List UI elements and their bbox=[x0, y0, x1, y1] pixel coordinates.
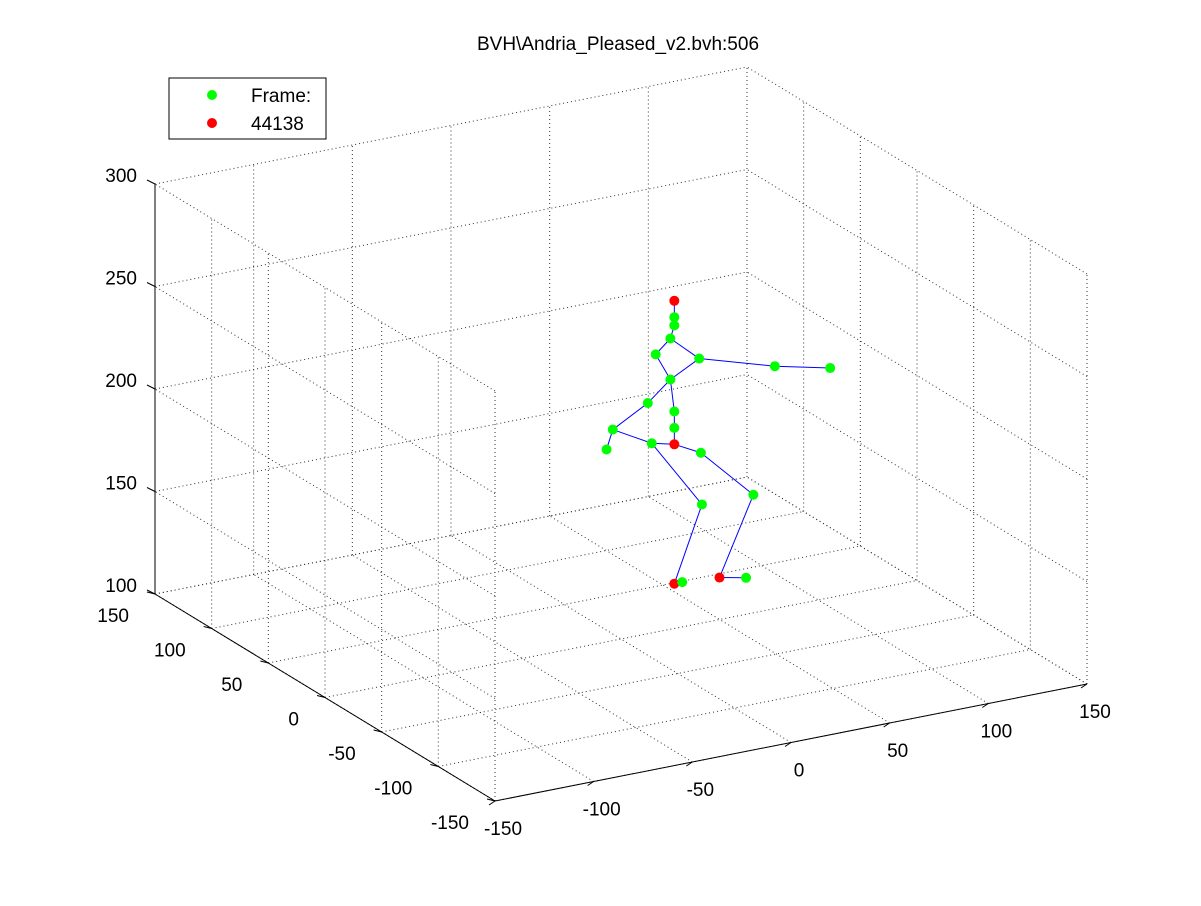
y-tick-label: -100 bbox=[374, 779, 412, 800]
y-tick-label: 0 bbox=[288, 710, 299, 731]
left-wall-grid-line bbox=[155, 492, 495, 699]
bone-segment bbox=[701, 453, 753, 495]
z-tick-label: 300 bbox=[105, 166, 137, 187]
joint-layer bbox=[602, 296, 836, 589]
z-tick-label: 200 bbox=[105, 371, 137, 392]
z-tick-mark bbox=[147, 488, 155, 492]
left-wall-grid-line bbox=[155, 184, 495, 391]
x-tick-label: 50 bbox=[887, 741, 908, 762]
joint-point bbox=[696, 448, 706, 458]
floor-grid-line bbox=[438, 650, 1030, 767]
legend-marker-red bbox=[207, 118, 217, 128]
joint-point bbox=[602, 444, 612, 454]
joint-point bbox=[651, 349, 661, 359]
y-tick-label: 150 bbox=[97, 606, 129, 627]
legend-marker-green bbox=[207, 90, 217, 100]
bone-segment bbox=[674, 504, 702, 583]
bone-segment bbox=[670, 338, 699, 358]
axis-layer: -150 -100 -50 0 50 100 150 -150 -100 -50 0 50 100 150… bbox=[97, 166, 1111, 840]
z-tick-label: 250 bbox=[105, 269, 137, 290]
floor-grid-line bbox=[550, 516, 890, 723]
floor-grid-line bbox=[451, 536, 791, 743]
joint-point bbox=[647, 438, 657, 448]
joint-point bbox=[608, 425, 618, 435]
legend-label-frame: Frame: bbox=[251, 86, 311, 107]
end-site-point bbox=[669, 296, 679, 306]
end-site-point bbox=[669, 439, 679, 449]
end-site-point bbox=[715, 573, 725, 583]
joint-point bbox=[741, 573, 751, 583]
z-tick-mark bbox=[147, 385, 155, 389]
floor-grid-line bbox=[325, 581, 917, 698]
left-wall-grid-line bbox=[155, 287, 495, 494]
joint-point bbox=[770, 361, 780, 371]
joint-point bbox=[665, 333, 675, 343]
x-tick-label: -150 bbox=[484, 819, 522, 840]
grid-layer bbox=[155, 67, 1087, 801]
y-tick-label: -150 bbox=[431, 813, 469, 834]
joint-point bbox=[669, 320, 679, 330]
joint-point bbox=[665, 374, 675, 384]
joint-point bbox=[669, 423, 679, 433]
x-tick-label: 150 bbox=[1079, 702, 1111, 723]
x-tick-label: -50 bbox=[687, 780, 714, 801]
side-wall-grid-line bbox=[747, 375, 1087, 582]
x-tick-label: 100 bbox=[980, 722, 1012, 743]
floor-grid-line bbox=[212, 512, 804, 629]
z-tick-label: 100 bbox=[105, 576, 137, 597]
joint-point bbox=[825, 363, 835, 373]
joint-point bbox=[669, 407, 679, 417]
z-tick-label: 150 bbox=[105, 474, 137, 495]
legend-label-44138: 44138 bbox=[251, 114, 304, 135]
x-tick-mark bbox=[489, 801, 495, 805]
joint-point bbox=[643, 398, 653, 408]
bone-segment bbox=[699, 359, 775, 367]
legend: Frame: 44138 bbox=[169, 78, 326, 139]
bone-segment bbox=[670, 359, 699, 380]
z-tick-mark bbox=[147, 180, 155, 184]
bone-segment bbox=[720, 495, 754, 578]
bone-segment bbox=[613, 430, 652, 444]
bone-segment bbox=[613, 403, 648, 429]
floor-grid-line bbox=[648, 497, 988, 704]
x-tick-label: 0 bbox=[794, 761, 805, 782]
z-tick-mark bbox=[147, 283, 155, 287]
bone-segment bbox=[775, 366, 830, 368]
joint-point bbox=[748, 490, 758, 500]
side-wall-grid-line bbox=[747, 170, 1087, 377]
y-tick-label: -50 bbox=[328, 744, 355, 765]
y-tick-label: 50 bbox=[221, 675, 242, 696]
x-tick-label: -100 bbox=[583, 800, 621, 821]
side-wall-grid-line bbox=[747, 67, 1087, 274]
joint-point bbox=[697, 499, 707, 509]
joint-point bbox=[677, 577, 687, 587]
chart-title: BVH\Andria_Pleased_v2.bvh:506 bbox=[477, 34, 759, 55]
bone-segment bbox=[652, 443, 702, 504]
joint-point bbox=[694, 354, 704, 364]
bone-layer bbox=[607, 301, 831, 584]
floor-grid-line bbox=[268, 546, 860, 663]
y-tick-label: 100 bbox=[154, 641, 186, 662]
floor-grid-line bbox=[352, 555, 692, 762]
